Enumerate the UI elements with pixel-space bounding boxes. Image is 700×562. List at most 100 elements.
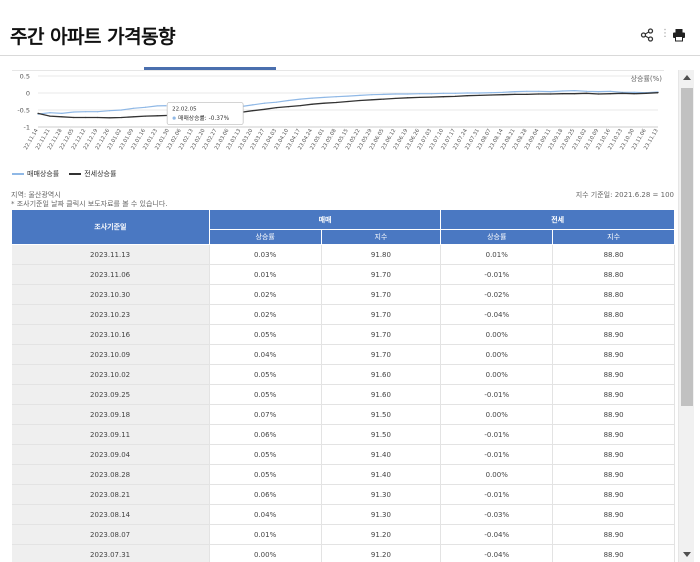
jeonse-index-cell: 88.90	[552, 344, 675, 365]
data-point	[263, 102, 266, 104]
data-point	[466, 92, 468, 94]
legend-label-sale: 매매상승률	[27, 170, 60, 178]
data-point	[597, 91, 599, 93]
survey-date-link[interactable]: 2023.10.16	[11, 324, 210, 345]
legend-item-jeonse[interactable]: 전세상승률	[69, 169, 116, 179]
survey-date-link[interactable]: 2023.08.14	[11, 504, 210, 525]
date-click-note: * 조사기준일 날짜 클릭시 보도자료를 볼 수 있습니다.	[11, 200, 168, 208]
jeonse-rate-cell: 0.01%	[440, 244, 554, 265]
jeonse-index-cell: 88.90	[552, 504, 675, 525]
data-point	[323, 102, 325, 104]
data-point	[335, 101, 337, 104]
survey-date-link[interactable]: 2023.09.18	[11, 404, 210, 425]
jeonse-rate-cell: -0.01%	[440, 384, 554, 405]
vertical-scrollbar[interactable]	[678, 70, 694, 562]
jeonse-rate-header: 상승률	[440, 229, 554, 245]
chart-legend: 매매상승률 전세상승률	[12, 169, 116, 179]
sale-index-header: 지수	[320, 229, 442, 245]
data-point	[657, 92, 659, 94]
sale-rate-cell: 0.01%	[209, 264, 322, 285]
sale-rate-header: 상승률	[208, 229, 322, 245]
jeonse-index-cell: 88.80	[552, 304, 675, 325]
jeonse-rate-cell: 0.00%	[440, 404, 554, 425]
survey-date-link[interactable]: 2023.10.02	[11, 364, 210, 385]
data-point	[573, 90, 576, 92]
data-point	[132, 116, 134, 118]
rate-chart: 상승률(%) 0.5 0 -0.5 -1 22.11.14 22.11.21 22.11.2…	[8, 72, 668, 182]
data-point	[275, 107, 278, 109]
data-point	[383, 98, 385, 100]
data-point	[73, 111, 75, 113]
jeonse-index-cell: 88.80	[552, 284, 675, 305]
sale-rate-cell: 0.04%	[209, 344, 322, 365]
jeonse-index-cell: 88.90	[552, 464, 675, 485]
survey-date-link[interactable]: 2023.08.21	[11, 484, 210, 505]
jeonse-index-cell: 88.80	[552, 264, 675, 285]
data-point	[61, 116, 63, 118]
data-point	[347, 95, 349, 97]
share-icon[interactable]	[640, 28, 654, 42]
data-point	[585, 92, 588, 94]
scroll-up-arrow-icon[interactable]	[679, 72, 695, 84]
jeonse-index-cell: 88.90	[552, 364, 675, 385]
jeonse-group-header: 전세	[440, 209, 675, 230]
data-point	[418, 96, 421, 99]
data-point	[621, 92, 623, 94]
table-row: 2023.10.16 0.05% 91.70 0.00% 88.90	[11, 324, 675, 345]
survey-date-link[interactable]: 2023.09.11	[11, 424, 210, 445]
scroll-down-arrow-icon[interactable]	[679, 548, 695, 560]
data-point	[144, 115, 146, 117]
tooltip-value: 매매상승률: -0.37%	[178, 114, 229, 122]
data-point	[621, 91, 623, 93]
jeonse-rate-cell: -0.04%	[440, 524, 554, 545]
survey-date-link[interactable]: 2023.10.30	[11, 284, 210, 305]
line-chart: 0.50-0.5-122.11.1422.11.2122.11.2822.12.…	[17, 73, 659, 152]
data-point	[252, 110, 254, 112]
data-point	[120, 116, 123, 119]
survey-date-link[interactable]: 2023.09.04	[11, 444, 210, 465]
y-tick-label: 0	[26, 90, 30, 98]
sale-rate-cell: 0.05%	[209, 324, 322, 345]
legend-item-sale[interactable]: 매매상승률	[12, 169, 59, 179]
data-point	[359, 99, 361, 102]
data-point	[418, 93, 421, 95]
jeonse-rate-cell: -0.01%	[440, 424, 554, 445]
active-tab-indicator[interactable]	[144, 67, 276, 70]
survey-date-link[interactable]: 2023.08.28	[11, 464, 210, 485]
survey-date-link[interactable]: 2023.09.25	[11, 384, 210, 405]
data-point	[526, 90, 528, 92]
chart-unit-label: 상승률(%)	[630, 75, 662, 83]
table-row: 2023.08.14 0.04% 91.30 -0.03% 88.90	[11, 504, 675, 525]
scrollbar-thumb[interactable]	[681, 88, 693, 406]
sale-index-cell: 91.20	[321, 544, 442, 562]
survey-date-link[interactable]: 2023.08.07	[11, 524, 210, 545]
survey-date-link[interactable]: 2023.11.13	[11, 244, 210, 265]
printer-icon[interactable]	[672, 28, 686, 42]
survey-date-link[interactable]: 2023.10.09	[11, 344, 210, 365]
data-point	[550, 91, 552, 93]
data-point	[49, 112, 51, 114]
data-point	[442, 92, 444, 94]
data-point	[120, 109, 123, 111]
survey-date-link[interactable]: 2023.11.06	[11, 264, 210, 285]
sale-index-cell: 91.50	[321, 424, 442, 445]
data-point	[538, 93, 540, 95]
data-point	[645, 92, 647, 94]
sale-index-cell: 91.30	[321, 504, 442, 525]
index-base-label: 지수 기준일: 2021.6.28 = 100	[575, 191, 674, 199]
jeonse-index-cell: 88.90	[552, 484, 675, 505]
survey-date-link[interactable]: 2023.10.23	[11, 304, 210, 325]
table-row: 2023.09.25 0.05% 91.60 -0.01% 88.90	[11, 384, 675, 405]
data-point	[97, 116, 99, 119]
sale-index-cell: 91.20	[321, 524, 442, 545]
data-point	[85, 111, 87, 113]
sale-index-cell: 91.70	[321, 264, 442, 285]
sale-index-cell: 91.80	[321, 244, 442, 265]
survey-date-link[interactable]: 2023.07.31	[11, 544, 210, 562]
sale-rate-cell: 0.06%	[209, 424, 322, 445]
table-row: 2023.10.30 0.02% 91.70 -0.02% 88.80	[11, 284, 675, 305]
table-row: 2023.11.06 0.01% 91.70 -0.01% 88.80	[11, 264, 675, 285]
jeonse-index-cell: 88.90	[552, 424, 675, 445]
sale-index-cell: 91.30	[321, 484, 442, 505]
table-row: 2023.08.21 0.06% 91.30 -0.01% 88.90	[11, 484, 675, 505]
